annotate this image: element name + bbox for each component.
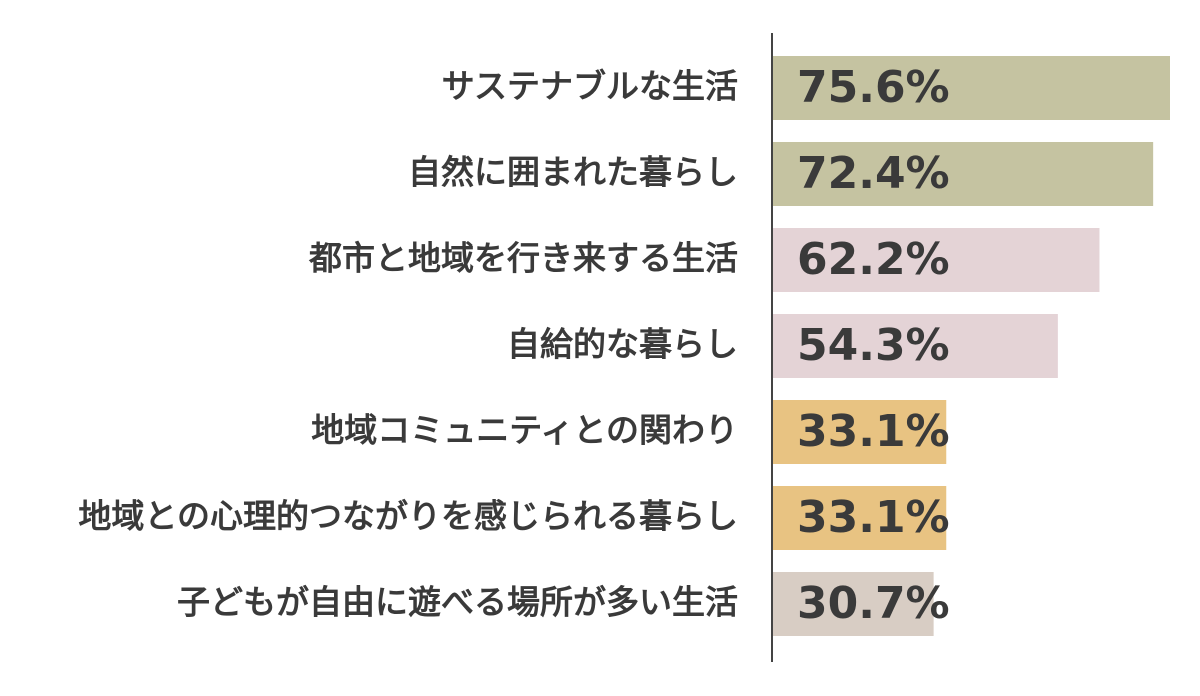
category-label: 子どもが自由に遊べる場所が多い生活 bbox=[177, 583, 738, 622]
value-label: 30.7% bbox=[797, 578, 950, 629]
bar bbox=[772, 486, 947, 550]
category-label: 地域コミュニティとの関わり bbox=[311, 411, 738, 450]
bar bbox=[772, 314, 1058, 378]
category-label: 自然に囲まれた暮らし bbox=[408, 153, 738, 192]
bar bbox=[772, 572, 934, 636]
category-label: 自給的な暮らし bbox=[507, 325, 738, 364]
category-label: 地域との心理的つながりを感じられる暮らし bbox=[78, 497, 738, 536]
bar bbox=[772, 228, 1100, 292]
value-label: 33.1% bbox=[797, 492, 950, 543]
category-label: サステナブルな生活 bbox=[442, 67, 738, 106]
value-label: 72.4% bbox=[797, 148, 950, 199]
value-label: 54.3% bbox=[797, 320, 950, 371]
value-label: 75.6% bbox=[797, 62, 950, 113]
bar bbox=[772, 142, 1154, 206]
value-label: 62.2% bbox=[797, 234, 950, 285]
value-label: 33.1% bbox=[797, 406, 950, 457]
bar bbox=[772, 400, 947, 464]
category-label: 都市と地域を行き来する生活 bbox=[308, 239, 738, 278]
bar bbox=[772, 56, 1170, 120]
